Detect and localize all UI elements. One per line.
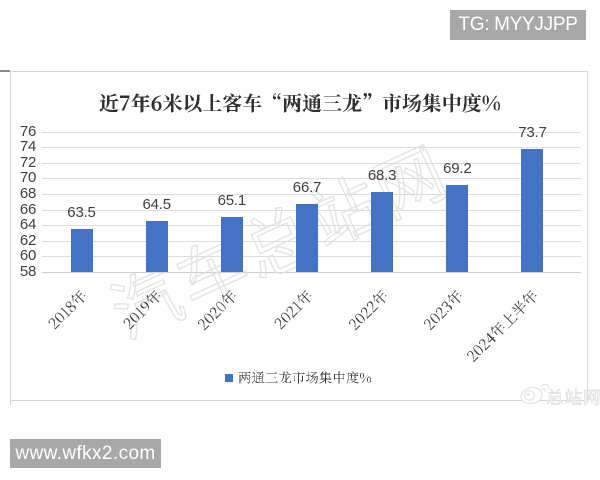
legend-label — [238, 370, 372, 386]
x-axis-label — [121, 288, 166, 333]
x-axis-label — [346, 288, 392, 334]
value-label: 69.2 — [443, 159, 472, 177]
x-axis-label — [464, 288, 541, 365]
x-axis-label — [46, 288, 91, 333]
value-label: 68.3 — [367, 166, 397, 184]
y-axis-tick-label: 58 — [19, 262, 36, 280]
bar — [521, 149, 544, 272]
value-label: 63.5 — [67, 204, 96, 221]
legend-swatch — [225, 374, 233, 382]
y-axis-tick-label: 62 — [19, 231, 36, 249]
y-axis-tick-label: 68 — [19, 184, 36, 202]
x-axis-label — [272, 288, 317, 333]
x-axis-label — [421, 288, 467, 334]
gridline — [42, 131, 581, 133]
value-label: 73.7 — [518, 124, 547, 142]
y-axis-tick-label: 64 — [19, 216, 36, 234]
bar — [70, 229, 93, 272]
gridline — [42, 162, 581, 164]
y-axis-tick-label: 72 — [19, 153, 36, 171]
y-axis-tick-label: 60 — [19, 247, 36, 265]
bar — [145, 221, 168, 272]
value-label: 66.7 — [292, 179, 322, 196]
site-badge: www.wfkx2.com — [10, 439, 161, 468]
y-axis-tick-label: 74 — [19, 138, 36, 156]
gridline — [42, 271, 581, 273]
value-label: 65.1 — [217, 191, 247, 209]
bar — [446, 184, 469, 272]
chart-legend — [225, 370, 372, 386]
value-label: 64.5 — [142, 196, 171, 214]
site-badge-text: www.wfkx2.com — [15, 442, 156, 464]
bar — [220, 216, 243, 272]
bar — [296, 204, 318, 272]
tg-badge: TG: MYYJJPP — [450, 10, 586, 40]
chart-title — [99, 90, 501, 116]
bar — [371, 191, 394, 272]
x-axis-label — [196, 288, 242, 334]
y-axis-tick-label: 76 — [19, 122, 36, 140]
axis-tick-stub — [10, 401, 11, 405]
left-edge-line — [0, 70, 10, 72]
gridline — [42, 147, 581, 149]
y-axis-tick-label: 70 — [19, 169, 36, 187]
tg-badge-text: TG: MYYJJPP — [458, 14, 578, 35]
y-axis-tick-label: 66 — [19, 200, 36, 218]
